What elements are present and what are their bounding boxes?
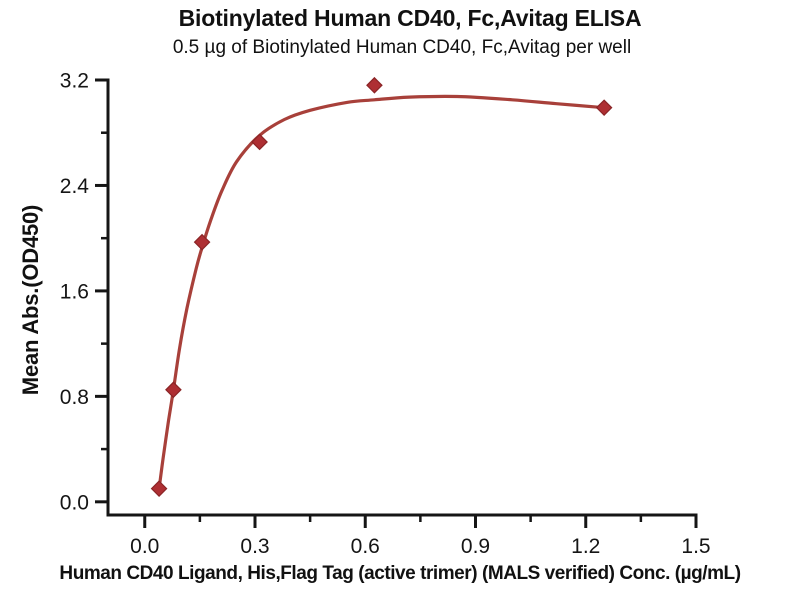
data-point-marker <box>251 133 268 151</box>
data-point-marker <box>366 76 383 94</box>
y-tick-label: 1.6 <box>60 280 89 303</box>
data-point-marker <box>193 233 211 251</box>
x-tick-label: 1.2 <box>571 535 600 558</box>
fit-curve-line <box>157 94 606 491</box>
y-tick-label: 0.8 <box>60 386 89 409</box>
y-tick-label: 3.2 <box>60 70 89 93</box>
x-tick-label: 0.9 <box>461 535 490 558</box>
y-tick-label: 2.4 <box>60 175 90 198</box>
data-point-marker <box>165 381 182 399</box>
chart-subtitle: 0.5 µg of Biotinylated Human CD40, Fc,Av… <box>172 37 632 58</box>
data-point-marker <box>595 99 613 117</box>
data-point-marker <box>150 480 168 497</box>
x-tick-label: 0.3 <box>240 535 269 558</box>
chart-title: Biotinylated Human CD40, Fc,Avitag ELISA <box>178 5 642 31</box>
axis-frame <box>106 78 698 517</box>
y-tick-label: 0.0 <box>60 491 89 514</box>
x-tick-label: 0.6 <box>351 535 380 558</box>
x-axis-label: Human CD40 Ligand, His,Flag Tag (active … <box>59 563 741 584</box>
x-tick-label: 1.5 <box>681 535 710 558</box>
x-tick-label: 0.0 <box>130 535 159 558</box>
